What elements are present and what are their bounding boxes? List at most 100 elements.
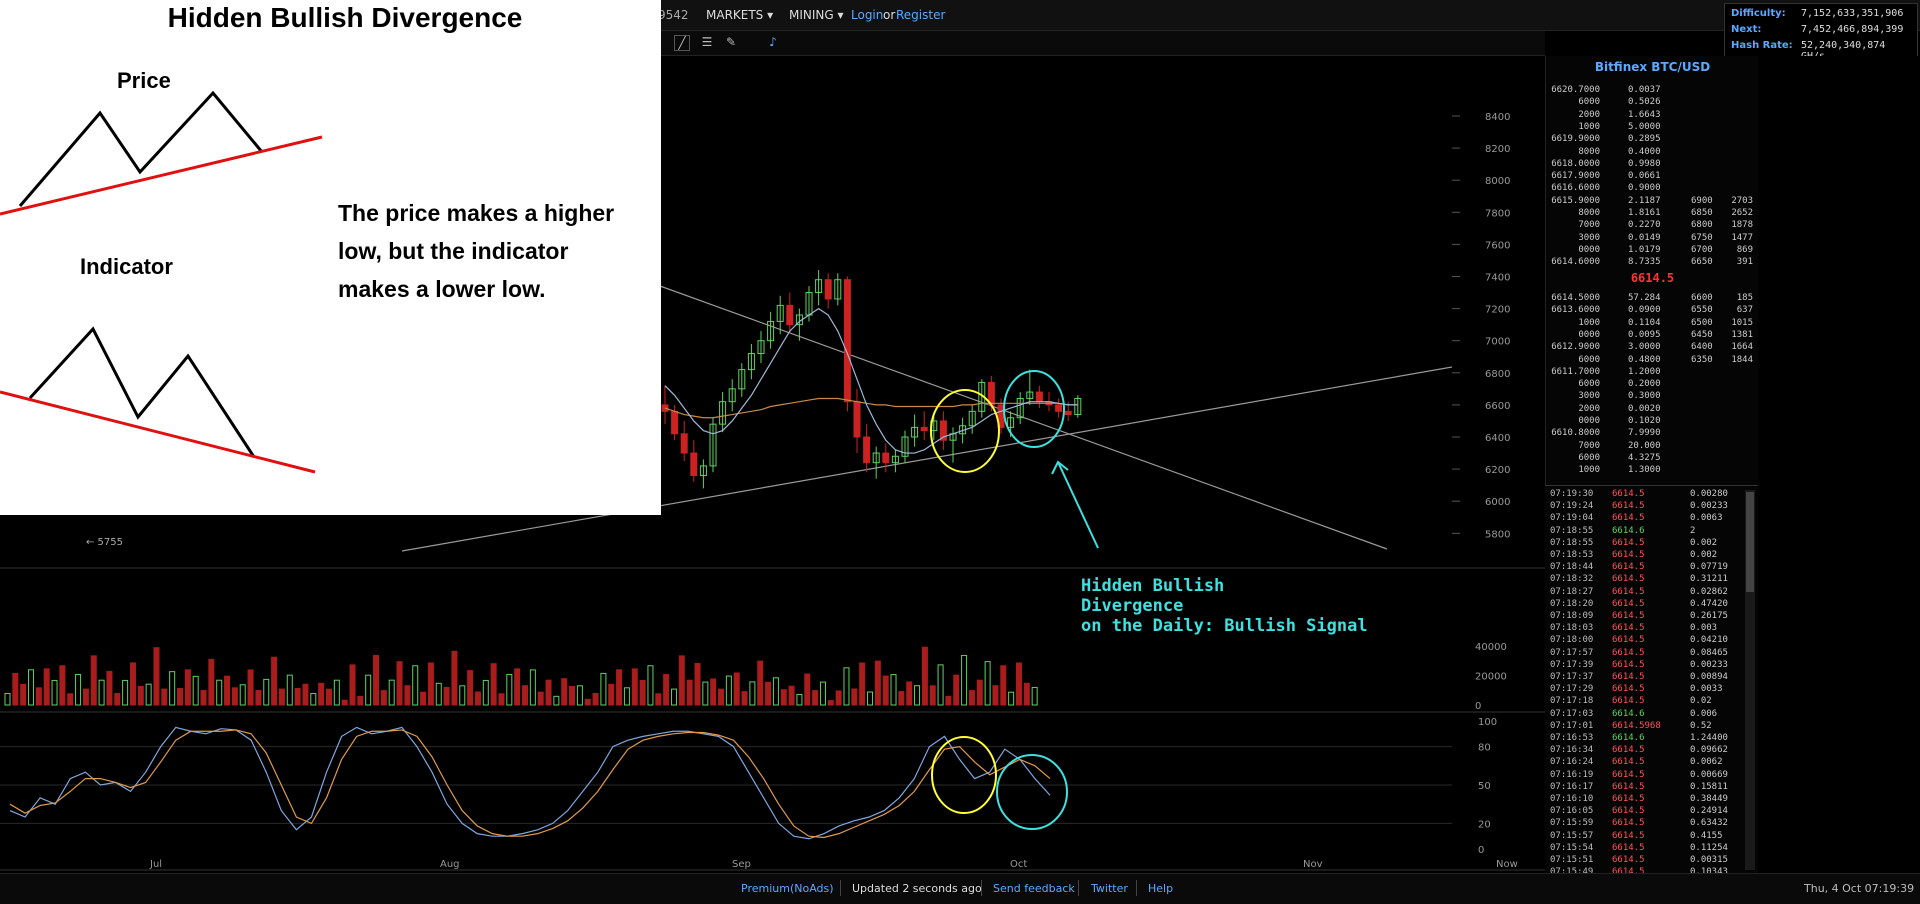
order-book-row: 6000 0.5026	[1546, 96, 1759, 108]
twitter-link[interactable]: Twitter	[1091, 882, 1128, 895]
price-chart[interactable]: 8400820080007800760074007200700068006600…	[0, 56, 1545, 873]
volume-tick-label: 20000	[1475, 672, 1507, 683]
trade-amount: 0.09662	[1690, 745, 1728, 756]
volume-bar	[114, 693, 121, 706]
register-link[interactable]: Register	[896, 8, 946, 22]
volume-bars	[4, 646, 1038, 706]
x-axis-label: Jul	[149, 859, 162, 870]
volume-bar	[98, 679, 105, 706]
ob-price: 6613.6000	[1551, 305, 1600, 316]
trade-amount: 0.4155	[1690, 830, 1723, 841]
volume-bar	[522, 685, 528, 706]
volume-bar	[161, 688, 168, 706]
trade-amount: 2	[1690, 525, 1696, 536]
ob-price: 1000	[1578, 465, 1600, 476]
volume-bar	[623, 687, 630, 706]
stoch-d-line	[9, 729, 1051, 839]
ob-depth-sum: 1664	[1731, 342, 1753, 353]
low-price-marker: ← 5755	[86, 537, 123, 548]
ob-amount: 7.9990	[1628, 428, 1661, 439]
stat-next: Next: 7,452,466,894,399	[1731, 24, 1911, 38]
stat-label: Difficulty:	[1731, 8, 1786, 19]
volume-bar	[184, 669, 191, 706]
ob-depth-price: 6350	[1691, 354, 1713, 365]
volume-bar	[765, 681, 772, 706]
volume-bar	[302, 683, 309, 706]
updated-status: Updated 2 seconds ago	[852, 882, 982, 895]
divergence-explainer-overlay: Hidden Bullish Divergence Price Indicato…	[0, 0, 661, 515]
trade-amount: 0.04210	[1690, 635, 1728, 646]
x-axis-label: Oct	[1010, 859, 1027, 870]
volume-bar	[420, 691, 427, 706]
trade-time: 07:16:34	[1550, 745, 1594, 756]
candle-body	[680, 433, 688, 454]
volume-bar	[129, 662, 136, 706]
volume-tick-label: 40000	[1475, 642, 1507, 653]
ob-price: 6619.9000	[1551, 134, 1600, 145]
ob-depth-sum: 1477	[1731, 232, 1753, 243]
ob-amount: 0.1020	[1628, 416, 1661, 426]
ob-amount: 0.0900	[1628, 305, 1661, 316]
login-link[interactable]: Login	[851, 8, 884, 22]
ob-depth-sum: 637	[1736, 305, 1753, 316]
ob-depth-sum: 1844	[1731, 354, 1753, 365]
feedback-link[interactable]: Send feedback	[993, 882, 1075, 895]
volume-bar	[639, 679, 646, 706]
annotation-arrow	[1057, 461, 1099, 549]
volume-bar	[851, 688, 858, 706]
network-stats-panel: Difficulty: 7,152,633,351,906 Next: 7,452,…	[1724, 3, 1918, 62]
horizontal-lines-icon[interactable]: ☰	[701, 35, 713, 49]
trade-time: 07:18:44	[1550, 562, 1594, 573]
ob-amount: 1.2000	[1628, 366, 1661, 377]
yellow-circle-price	[930, 389, 1000, 473]
trade-row: 07:19:30 6614.5 0.00280	[1545, 488, 1758, 500]
alert-bell-icon[interactable]: ♪	[769, 35, 777, 49]
ob-price: 3000	[1578, 232, 1600, 243]
trade-time: 07:18:55	[1550, 537, 1594, 548]
ob-amount: 2.1187	[1628, 195, 1661, 206]
trade-row: 07:19:24 6614.5 0.00233	[1545, 500, 1758, 512]
ob-amount: 57.284	[1628, 293, 1661, 303]
candle-body	[1026, 391, 1034, 399]
trade-time: 07:15:57	[1550, 830, 1594, 841]
trade-time: 07:17:29	[1550, 684, 1594, 695]
trade-amount: 0.11254	[1690, 842, 1728, 853]
chevron-down-icon: ▾	[837, 8, 844, 22]
last-price: 6614.5	[1630, 271, 1675, 285]
brush-icon[interactable]: ✎	[725, 35, 737, 49]
mining-menu[interactable]: MINING ▾	[789, 8, 844, 22]
volume-bar	[4, 692, 11, 706]
markets-menu[interactable]: MARKETS ▾	[706, 8, 773, 22]
ob-price: 1000	[1578, 317, 1600, 328]
volume-bar	[490, 663, 497, 706]
volume-bar	[28, 669, 35, 706]
ob-depth-price: 6650	[1691, 257, 1713, 268]
trade-amount: 0.002	[1690, 550, 1718, 560]
trades-scroll-thumb[interactable]	[1746, 492, 1754, 592]
premium-link[interactable]: Premium(NoAds)	[741, 882, 834, 895]
candle-body	[824, 279, 832, 300]
candlesticks	[661, 270, 1082, 489]
line-tool-icon[interactable]: ╱	[674, 35, 690, 51]
trades-scrollbar[interactable]	[1745, 490, 1755, 870]
order-book-row: 7000 0.2270 6800 1878	[1546, 219, 1759, 231]
trade-row: 07:18:20 6614.5 0.47420	[1545, 598, 1758, 610]
ob-depth-price: 6800	[1691, 220, 1713, 231]
order-book-row: 6616.6000 0.9000	[1546, 182, 1759, 194]
candle-body	[1055, 404, 1063, 412]
stoch-k-line	[9, 726, 1051, 840]
trade-price: 6614.5	[1612, 830, 1645, 841]
trade-time: 07:18:53	[1550, 550, 1594, 560]
ob-price: 1000	[1578, 121, 1600, 132]
help-link[interactable]: Help	[1148, 882, 1174, 895]
x-axis-label: Nov	[1303, 859, 1323, 870]
volume-bar	[906, 681, 913, 706]
fast-moving-average	[664, 307, 1078, 454]
order-book-row: 1000 1.3000	[1546, 464, 1759, 476]
ob-depth-sum: 1381	[1731, 329, 1753, 340]
footer-divider	[840, 880, 841, 896]
volume-bar	[741, 691, 748, 706]
indicator-zigzag	[28, 326, 256, 458]
price-higher-low-line	[0, 135, 323, 216]
ob-depth-sum: 869	[1736, 244, 1753, 255]
